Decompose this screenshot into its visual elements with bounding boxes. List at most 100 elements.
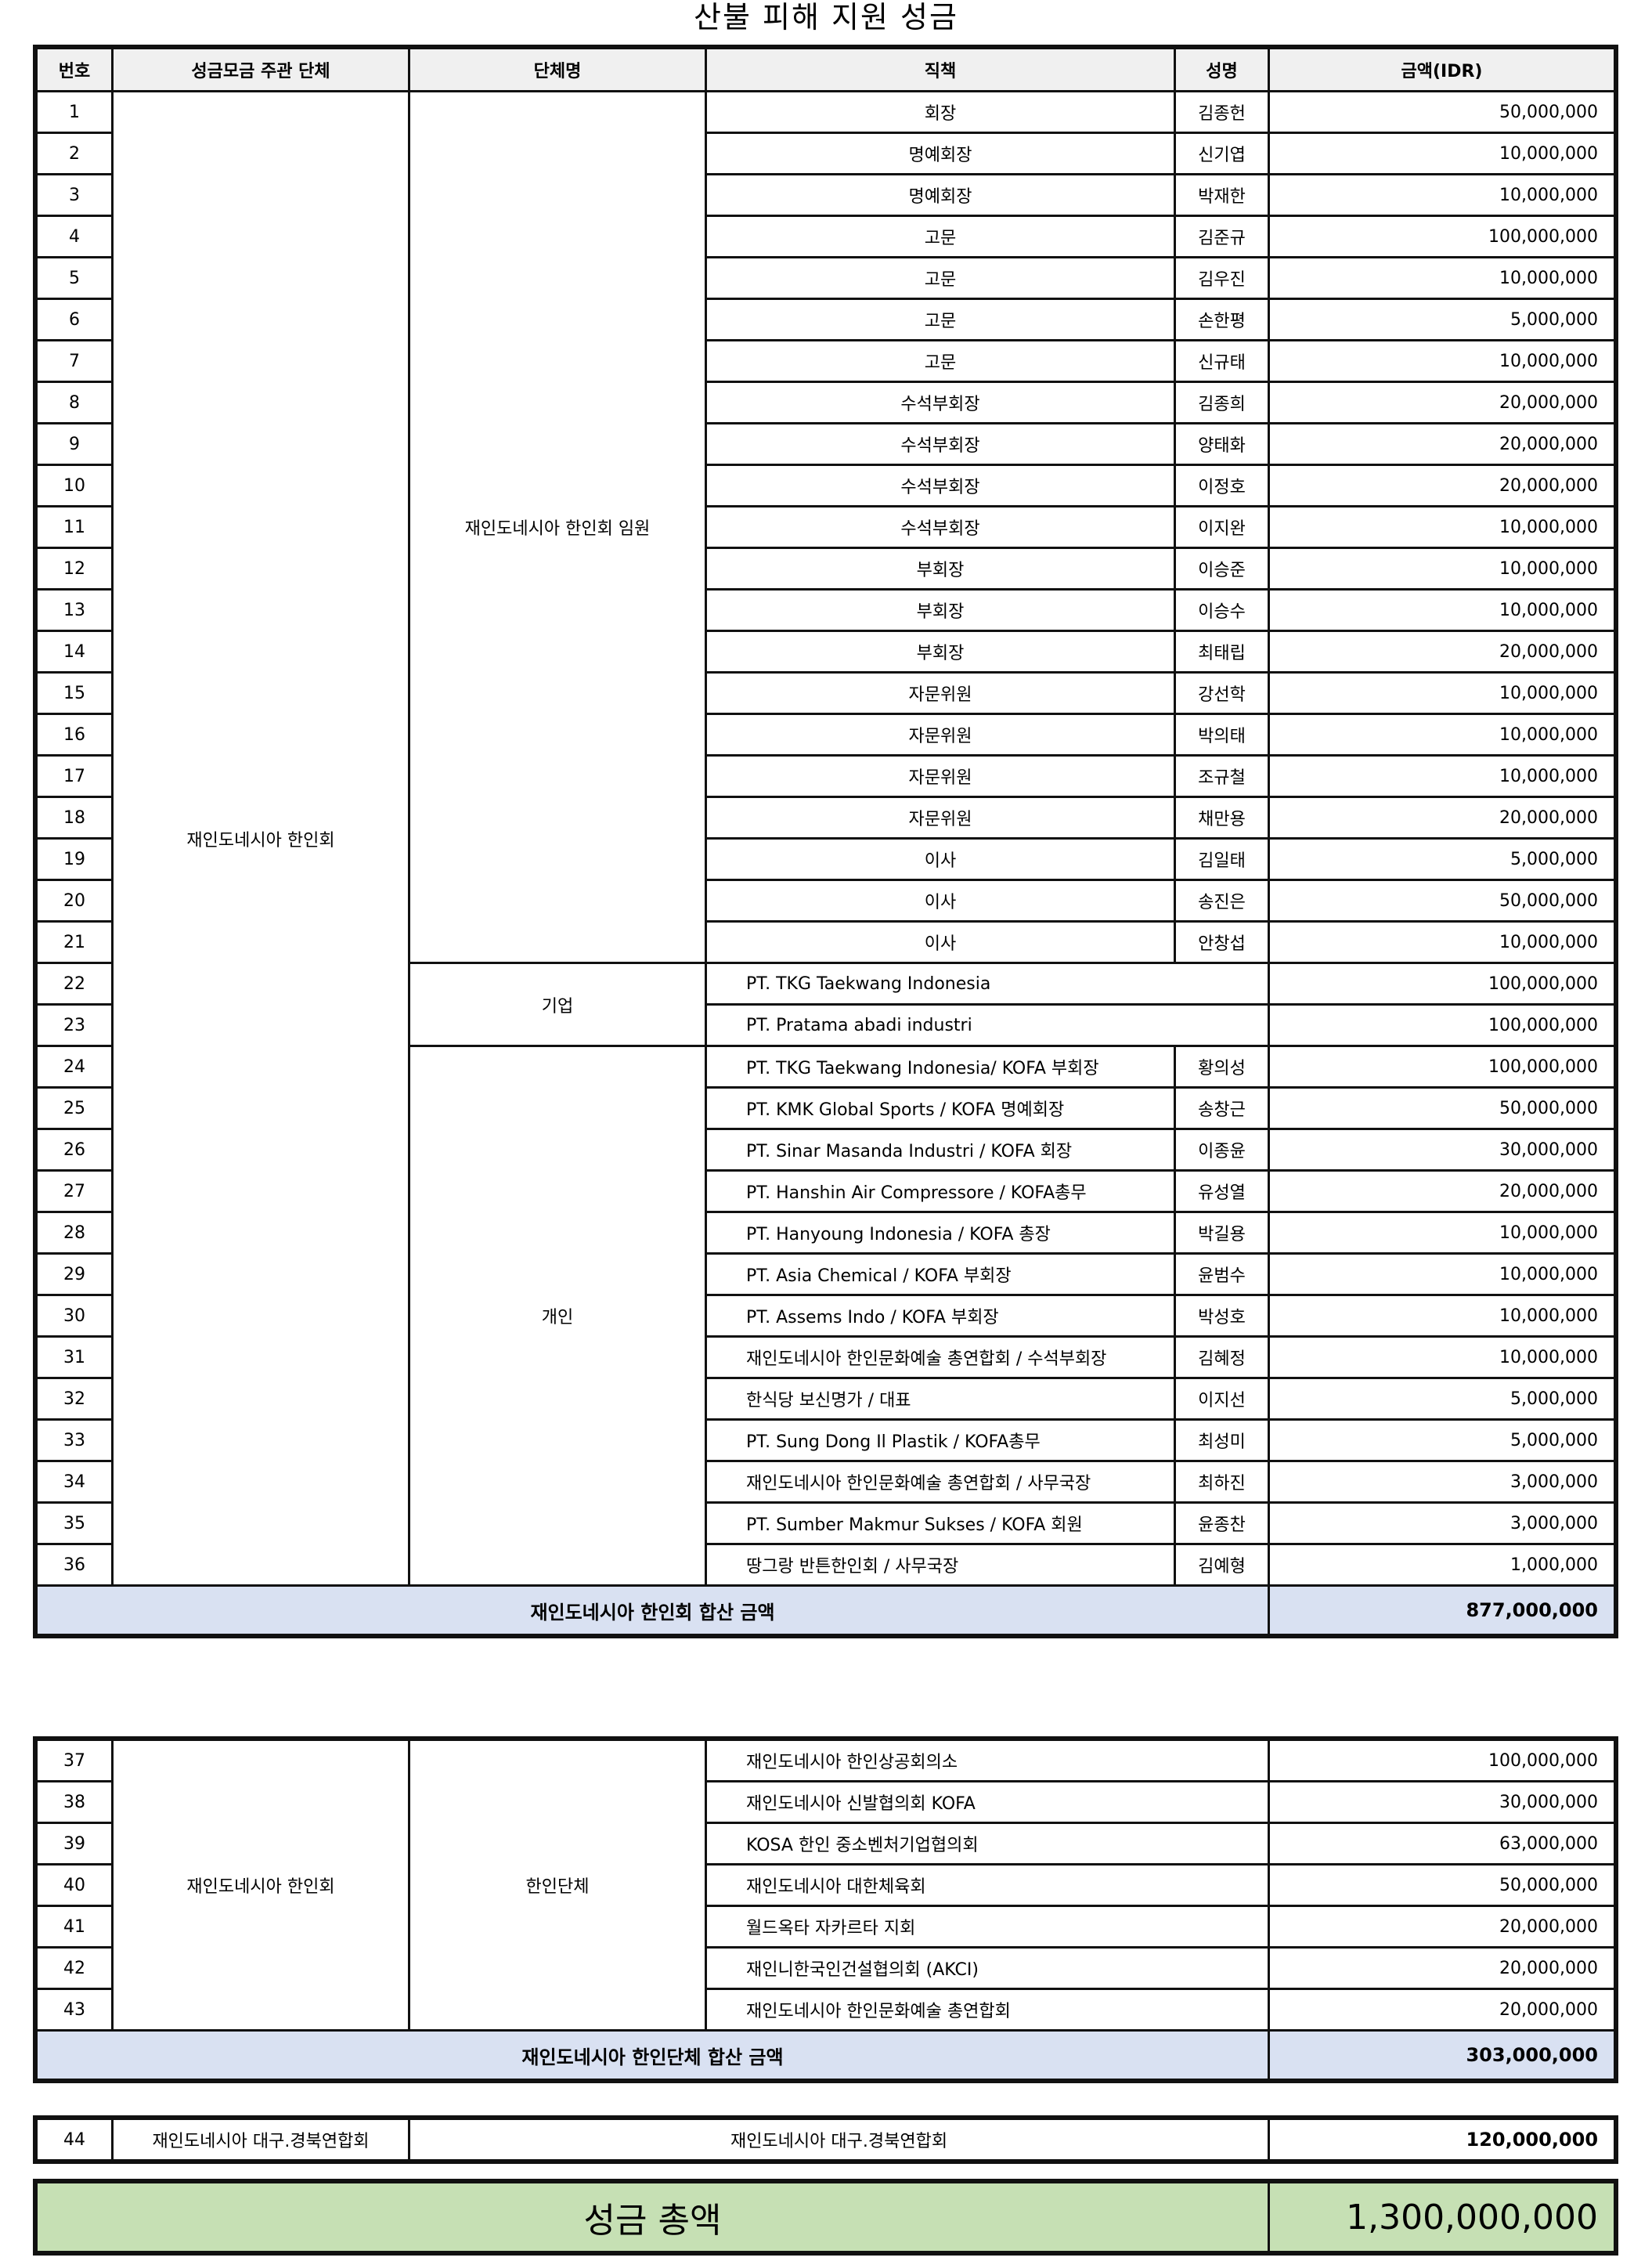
row-name: 윤종찬	[1174, 1501, 1270, 1545]
row-number: 6	[35, 298, 114, 341]
table-row: 43 재인도네시아 한인문화예술 총연합회 20,000,000	[35, 1988, 1616, 2032]
row-name: 이정호	[1174, 464, 1270, 507]
table-row: 29 PT. Asia Chemical / KOFA 부회장 윤범수 10,000,…	[35, 1252, 1616, 1296]
table-row: 42 재인니한국인건설협의회 (AKCI) 20,000,000	[35, 1946, 1616, 1990]
row-number: 43	[35, 1988, 114, 2032]
row-name: 윤범수	[1174, 1252, 1270, 1296]
row-position: 월드옥타 자카르타 지회	[705, 1905, 1270, 1949]
row-position: 이사	[705, 837, 1176, 881]
row-name: 강선학	[1174, 671, 1270, 715]
row-organizer: 재인도네시아 한인회	[111, 90, 410, 1587]
row-position: KOSA 한인 중소벤처기업협의회	[705, 1822, 1270, 1866]
row-group: 한인단체	[408, 1739, 707, 2032]
row-number: 33	[35, 1418, 114, 1462]
row-amount: 10,000,000	[1268, 1335, 1616, 1379]
row-name: 조규철	[1174, 754, 1270, 798]
row-amount: 10,000,000	[1268, 920, 1616, 964]
table-row: 15 자문위원 강선학 10,000,000	[35, 671, 1616, 715]
table-row: 16 자문위원 박의태 10,000,000	[35, 713, 1616, 757]
table-row: 23 PT. Pratama abadi industri 100,000,000	[35, 1003, 1616, 1047]
row-name: 이종윤	[1174, 1128, 1270, 1172]
subtotal-row: 재인도네시아 한인단체 합산 금액 303,000,000	[35, 2029, 1616, 2081]
row-name: 김우진	[1174, 256, 1270, 300]
row-number: 28	[35, 1211, 114, 1255]
row-number: 8	[35, 381, 114, 424]
row-number: 1	[35, 90, 114, 134]
row-group: 재인도네시아 한인회 임원	[408, 90, 707, 964]
row-position: PT. KMK Global Sports / KOFA 명예회장	[705, 1086, 1176, 1130]
row-position: 재인도네시아 대한체육회	[705, 1863, 1270, 1907]
row-position: 명예회장	[705, 132, 1176, 175]
row-number: 22	[35, 962, 114, 1006]
table-row: 26 PT. Sinar Masanda Industri / KOFA 회장 이종…	[35, 1128, 1616, 1172]
row-number: 18	[35, 796, 114, 840]
row-name: 박길용	[1174, 1211, 1270, 1255]
row-amount: 10,000,000	[1268, 339, 1616, 383]
table-row: 27 PT. Hanshin Air Compressore / KOFA총무 유성…	[35, 1169, 1616, 1213]
row-position: 한식당 보신명가 / 대표	[705, 1377, 1176, 1421]
table-row: 7 고문 신규태 10,000,000	[35, 339, 1616, 383]
row-amount: 1,000,000	[1268, 1543, 1616, 1587]
row-amount: 100,000,000	[1268, 1045, 1616, 1089]
row-name: 최하진	[1174, 1460, 1270, 1504]
row-amount: 10,000,000	[1268, 588, 1616, 632]
row-amount: 20,000,000	[1268, 422, 1616, 466]
row-number: 3	[35, 173, 114, 217]
row-amount: 5,000,000	[1268, 1418, 1616, 1462]
row-position: 재인도네시아 신발협의회 KOFA	[705, 1780, 1270, 1824]
row-position: 명예회장	[705, 173, 1176, 217]
row-number: 40	[35, 1863, 114, 1907]
row-amount: 50,000,000	[1268, 1086, 1616, 1130]
table-row: 31 재인도네시아 한인문화예술 총연합회 / 수석부회장 김혜정 10,000,00…	[35, 1335, 1616, 1379]
row-amount: 10,000,000	[1268, 671, 1616, 715]
row-amount: 50,000,000	[1268, 879, 1616, 923]
row-position: PT. Asia Chemical / KOFA 부회장	[705, 1252, 1176, 1296]
row-position: PT. Hanshin Air Compressore / KOFA총무	[705, 1169, 1176, 1213]
row-position: 재인니한국인건설협의회 (AKCI)	[705, 1946, 1270, 1990]
row-number: 38	[35, 1780, 114, 1824]
table-row: 19 이사 김일태 5,000,000	[35, 837, 1616, 881]
table-row: 30 PT. Assems Indo / KOFA 부회장 박성호 10,000,00…	[35, 1294, 1616, 1338]
row-name: 김혜정	[1174, 1335, 1270, 1379]
row-name: 박성호	[1174, 1294, 1270, 1338]
grand-total-label: 성금 총액	[35, 2181, 1270, 2253]
row-amount: 10,000,000	[1268, 547, 1616, 591]
row-name: 채만용	[1174, 796, 1270, 840]
row-number: 12	[35, 547, 114, 591]
row-organizer: 재인도네시아 대구.경북연합회	[111, 2118, 410, 2162]
table-row: 5 고문 김우진 10,000,000	[35, 256, 1616, 300]
row-position: 고문	[705, 256, 1176, 300]
row-name: 김종희	[1174, 381, 1270, 424]
row-amount: 20,000,000	[1268, 1905, 1616, 1949]
row-name: 최태립	[1174, 630, 1270, 674]
row-amount: 20,000,000	[1268, 381, 1616, 424]
header-organizer: 성금모금 주관 단체	[111, 47, 410, 92]
row-number: 25	[35, 1086, 114, 1130]
row-amount: 20,000,000	[1268, 464, 1616, 507]
row-number: 2	[35, 132, 114, 175]
row-number: 24	[35, 1045, 114, 1089]
row-position: 재인도네시아 한인문화예술 총연합회 / 사무국장	[705, 1460, 1176, 1504]
row-amount: 20,000,000	[1268, 1946, 1616, 1990]
row-position: PT. Sumber Makmur Sukses / KOFA 회원	[705, 1501, 1176, 1545]
row-group: 기업	[408, 962, 707, 1047]
row-position: 수석부회장	[705, 422, 1176, 466]
table-row: 17 자문위원 조규철 10,000,000	[35, 754, 1616, 798]
row-name: 유성열	[1174, 1169, 1270, 1213]
row-position: PT. Hanyoung Indonesia / KOFA 총장	[705, 1211, 1176, 1255]
row-name: 이지완	[1174, 505, 1270, 549]
header-group: 단체명	[408, 47, 707, 92]
row-position: PT. TKG Taekwang Indonesia	[705, 962, 1270, 1006]
row-number: 39	[35, 1822, 114, 1866]
table-row: 10 수석부회장 이정호 20,000,000	[35, 464, 1616, 507]
row-name: 안창섭	[1174, 920, 1270, 964]
table-row: 40 재인도네시아 대한체육회 50,000,000	[35, 1863, 1616, 1907]
row-position: 이사	[705, 879, 1176, 923]
table-row: 38 재인도네시아 신발협의회 KOFA 30,000,000	[35, 1780, 1616, 1824]
row-position: 부회장	[705, 630, 1176, 674]
row-amount: 100,000,000	[1268, 1003, 1616, 1047]
row-amount: 63,000,000	[1268, 1822, 1616, 1866]
row-amount: 100,000,000	[1268, 1739, 1616, 1782]
row-number: 17	[35, 754, 114, 798]
row-name: 이지선	[1174, 1377, 1270, 1421]
